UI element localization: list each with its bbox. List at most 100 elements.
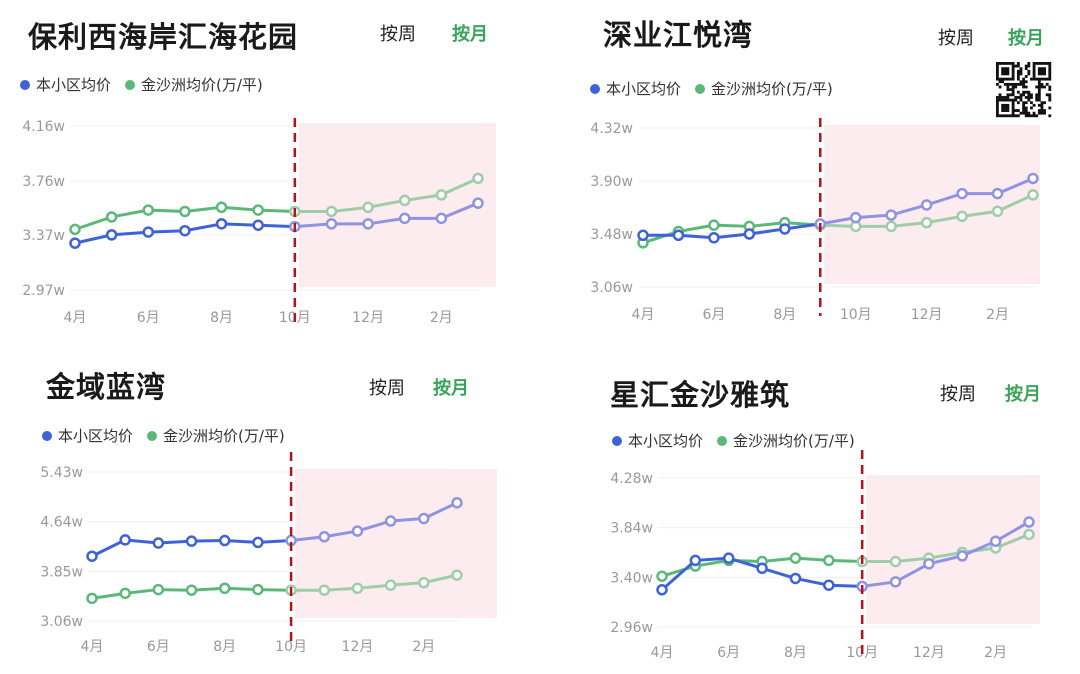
y-tick-label: 3.37w (22, 228, 65, 244)
data-point (325, 218, 338, 230)
data-point (849, 211, 862, 224)
x-tick-label: 6月 (147, 639, 170, 655)
legend-area: 金沙洲均价(万/平) (141, 76, 263, 94)
data-point (351, 582, 364, 595)
month-button[interactable]: 按月 (452, 24, 488, 45)
data-point (325, 205, 338, 218)
y-tick-label: 3.40w (610, 570, 653, 586)
data-point (743, 228, 756, 240)
series-line-forecast (294, 201, 479, 229)
x-tick-label: 2月 (430, 310, 453, 326)
data-point (885, 209, 897, 221)
y-tick-label: 2.97w (22, 283, 65, 299)
data-point (105, 229, 118, 241)
data-point (119, 534, 131, 546)
data-point (956, 187, 968, 200)
data-point (689, 554, 702, 567)
week-button[interactable]: 按周 (938, 28, 974, 49)
x-tick-label: 2月 (986, 307, 1009, 323)
legend-area: 金沙洲均价(万/平) (711, 80, 833, 98)
data-point (384, 579, 397, 591)
data-point (142, 226, 155, 238)
legend-dot-area (695, 83, 706, 94)
x-tick-label: 6月 (717, 645, 740, 661)
y-tick-label: 3.84w (610, 521, 653, 537)
x-tick-label: 12月 (911, 307, 943, 323)
data-point (708, 232, 720, 244)
x-tick-label: 4月 (632, 307, 655, 323)
data-point (215, 201, 228, 214)
data-point (451, 569, 463, 581)
series-line-forecast (294, 177, 479, 213)
legend-own: 本小区均价 (36, 76, 112, 94)
y-tick-label: 3.06w (40, 614, 83, 630)
data-point (362, 201, 374, 214)
week-button[interactable]: 按周 (380, 24, 416, 45)
x-tick-label: 8月 (210, 310, 233, 326)
y-tick-label: 3.48w (590, 227, 633, 243)
month-button[interactable]: 按月 (1005, 384, 1041, 405)
month-button[interactable]: 按月 (433, 378, 469, 399)
data-point (920, 216, 933, 229)
data-point (656, 570, 668, 582)
data-point (779, 223, 791, 235)
data-point (318, 531, 331, 543)
data-point (418, 512, 430, 525)
data-point (252, 536, 264, 549)
series-line-history (642, 221, 821, 245)
data-point (789, 572, 802, 585)
y-tick-label: 2.96w (610, 620, 653, 636)
data-point (152, 537, 165, 549)
panel-title: 金域蓝湾 (46, 370, 167, 404)
y-tick-label: 3.06w (590, 280, 633, 296)
x-tick-label: 6月 (702, 307, 725, 323)
y-tick-label: 4.16w (22, 119, 65, 135)
forecast-region (298, 123, 496, 287)
legend-dot-own (42, 430, 52, 441)
data-point (889, 555, 902, 568)
forecast-region (866, 475, 1040, 624)
data-point (991, 187, 1004, 200)
data-point (920, 199, 933, 211)
data-point (1023, 528, 1035, 541)
legend-own: 本小区均价 (58, 427, 134, 445)
x-tick-label: 10月 (840, 307, 872, 323)
x-tick-label: 4月 (651, 645, 674, 661)
week-button[interactable]: 按周 (369, 378, 405, 399)
data-point (989, 535, 1002, 547)
y-tick-label: 3.85w (40, 564, 83, 580)
x-tick-label: 8月 (773, 307, 796, 323)
data-point (86, 550, 98, 562)
data-point (991, 205, 1004, 218)
legend-dot-area (125, 79, 136, 90)
x-tick-label: 10月 (275, 639, 307, 655)
x-tick-label: 4月 (81, 639, 104, 655)
qr-code-icon (996, 62, 1052, 118)
x-tick-label: 2月 (984, 645, 1007, 661)
y-tick-label: 4.28w (610, 471, 653, 487)
legend-area: 金沙洲均价(万/平) (163, 427, 285, 445)
data-point (252, 219, 264, 231)
data-point (351, 525, 364, 537)
data-point (105, 211, 118, 223)
legend-dot-own (612, 435, 622, 446)
data-point (119, 587, 131, 600)
data-point (823, 579, 835, 591)
week-button[interactable]: 按周 (940, 384, 976, 405)
legend: 本小区均价 金沙洲均价(万/平) (20, 74, 263, 95)
data-point (69, 223, 81, 236)
legend-dot-own (590, 83, 600, 94)
y-tick-label: 4.64w (40, 515, 83, 531)
data-point (637, 229, 649, 242)
panel-title: 深业江悦湾 (603, 18, 754, 52)
data-point (86, 592, 98, 605)
legend: 本小区均价 金沙洲均价(万/平) (612, 430, 855, 451)
legend-dot-area (147, 430, 158, 441)
legend: 本小区均价 金沙洲均价(万/平) (590, 78, 833, 99)
data-point (756, 562, 768, 575)
data-point (318, 584, 331, 596)
data-point (185, 584, 198, 596)
month-button[interactable]: 按月 (1008, 28, 1044, 49)
data-point (435, 189, 448, 201)
